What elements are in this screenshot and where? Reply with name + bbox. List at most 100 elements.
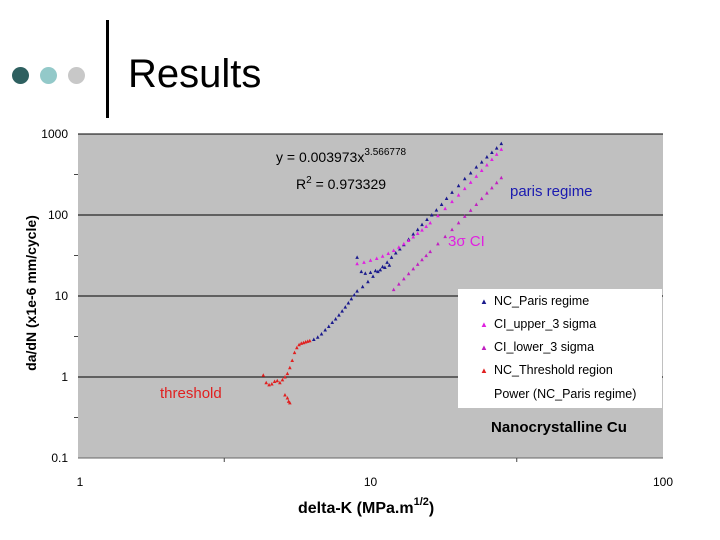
ci-annotation: 3σ CI xyxy=(448,233,485,250)
data-point xyxy=(326,324,331,329)
bullet-dot-1 xyxy=(12,67,29,84)
series-4 xyxy=(261,338,312,405)
data-point xyxy=(393,250,398,255)
data-point xyxy=(330,320,335,325)
bullet-dot-2 xyxy=(40,67,57,84)
series-1 xyxy=(312,141,504,342)
data-point xyxy=(406,271,411,276)
y-tick-label: 10 xyxy=(55,289,69,303)
data-point xyxy=(479,160,484,164)
data-points xyxy=(261,141,504,405)
data-point xyxy=(415,231,420,236)
data-point xyxy=(490,150,494,155)
data-point xyxy=(272,379,277,383)
data-point xyxy=(389,255,394,259)
data-point xyxy=(264,380,269,385)
data-point xyxy=(391,248,396,252)
data-point xyxy=(436,241,440,246)
data-point xyxy=(278,380,282,385)
y-tick-label: 1 xyxy=(61,370,68,384)
data-point xyxy=(436,213,440,218)
data-point xyxy=(355,255,359,259)
legend-marker-paris: ▲ xyxy=(480,297,488,306)
x-tick-label: 1 xyxy=(77,475,84,489)
legend-marker-ci-upper: ▲ xyxy=(480,320,488,329)
data-point xyxy=(359,269,364,274)
data-point xyxy=(285,371,290,376)
data-point xyxy=(380,254,385,258)
data-point xyxy=(386,251,391,255)
data-point xyxy=(499,141,504,146)
legend-item-threshold: NC_Threshold region xyxy=(494,363,613,377)
data-point xyxy=(485,162,489,167)
data-point xyxy=(285,396,290,400)
legend: ▲ NC_Paris regime ▲ CI_upper_3 sigma ▲ C… xyxy=(458,289,662,408)
x-axis-label: delta-K (MPa.m1/2) xyxy=(298,496,434,517)
legend-item-ci-lower: CI_lower_3 sigma xyxy=(494,340,595,354)
data-point xyxy=(340,309,344,313)
y-tick-label: 1000 xyxy=(41,127,68,141)
data-point xyxy=(428,220,433,225)
title-divider xyxy=(106,20,109,118)
data-point xyxy=(349,296,354,301)
data-point xyxy=(280,377,285,382)
legend-marker-ci-lower: ▲ xyxy=(480,343,488,352)
y-axis-label: da/dN (x1e-6 mm/cycle) xyxy=(23,215,39,371)
data-point xyxy=(444,196,449,200)
data-point xyxy=(307,338,312,343)
data-point xyxy=(450,199,454,204)
data-point xyxy=(402,241,406,246)
data-point xyxy=(456,220,461,225)
data-point xyxy=(456,183,461,188)
data-point xyxy=(283,392,287,397)
data-point xyxy=(312,337,316,342)
data-point xyxy=(456,193,461,197)
slide-title: Results xyxy=(128,52,262,96)
legend-item-power-fit: Power (NC_Paris regime) xyxy=(494,387,637,401)
paris-regime-annotation: paris regime xyxy=(510,183,593,200)
data-point xyxy=(428,249,433,254)
bullet-dot-3 xyxy=(68,67,85,84)
data-point xyxy=(429,213,434,217)
axis-ticks: 0.1 1 10 100 1000 1 10 100 xyxy=(41,127,673,489)
data-point xyxy=(485,191,489,195)
data-point xyxy=(443,234,447,239)
data-point xyxy=(397,282,401,286)
data-point xyxy=(434,208,439,212)
data-point xyxy=(290,358,295,362)
data-point xyxy=(494,152,499,156)
y-tick-label: 100 xyxy=(48,208,68,222)
legend-marker-threshold: ▲ xyxy=(480,366,488,375)
data-point xyxy=(368,258,373,262)
data-point xyxy=(474,174,479,178)
data-point xyxy=(425,217,429,221)
data-point xyxy=(292,350,297,355)
data-point xyxy=(468,171,473,175)
legend-item-paris: NC_Paris regime xyxy=(494,294,590,308)
data-point xyxy=(490,157,494,162)
data-point xyxy=(499,147,504,151)
data-point xyxy=(288,365,292,370)
data-point xyxy=(468,180,473,184)
data-point xyxy=(450,227,454,232)
data-point xyxy=(355,289,359,293)
data-point xyxy=(450,190,454,194)
data-point xyxy=(368,270,373,275)
legend-item-ci-upper: CI_upper_3 sigma xyxy=(494,317,597,331)
data-point xyxy=(424,253,428,258)
material-annotation: Nanocrystalline Cu xyxy=(491,419,627,436)
data-point xyxy=(474,202,479,206)
data-point xyxy=(385,260,389,264)
data-point xyxy=(499,175,504,180)
data-point xyxy=(333,317,338,321)
data-point xyxy=(373,268,378,273)
data-point xyxy=(363,271,368,275)
data-point xyxy=(366,279,370,284)
data-point xyxy=(420,228,424,232)
data-point xyxy=(267,382,271,387)
data-point xyxy=(378,267,383,272)
data-point xyxy=(391,287,396,292)
data-point xyxy=(346,300,351,305)
r-squared: R2 = 0.973329 xyxy=(296,175,386,192)
